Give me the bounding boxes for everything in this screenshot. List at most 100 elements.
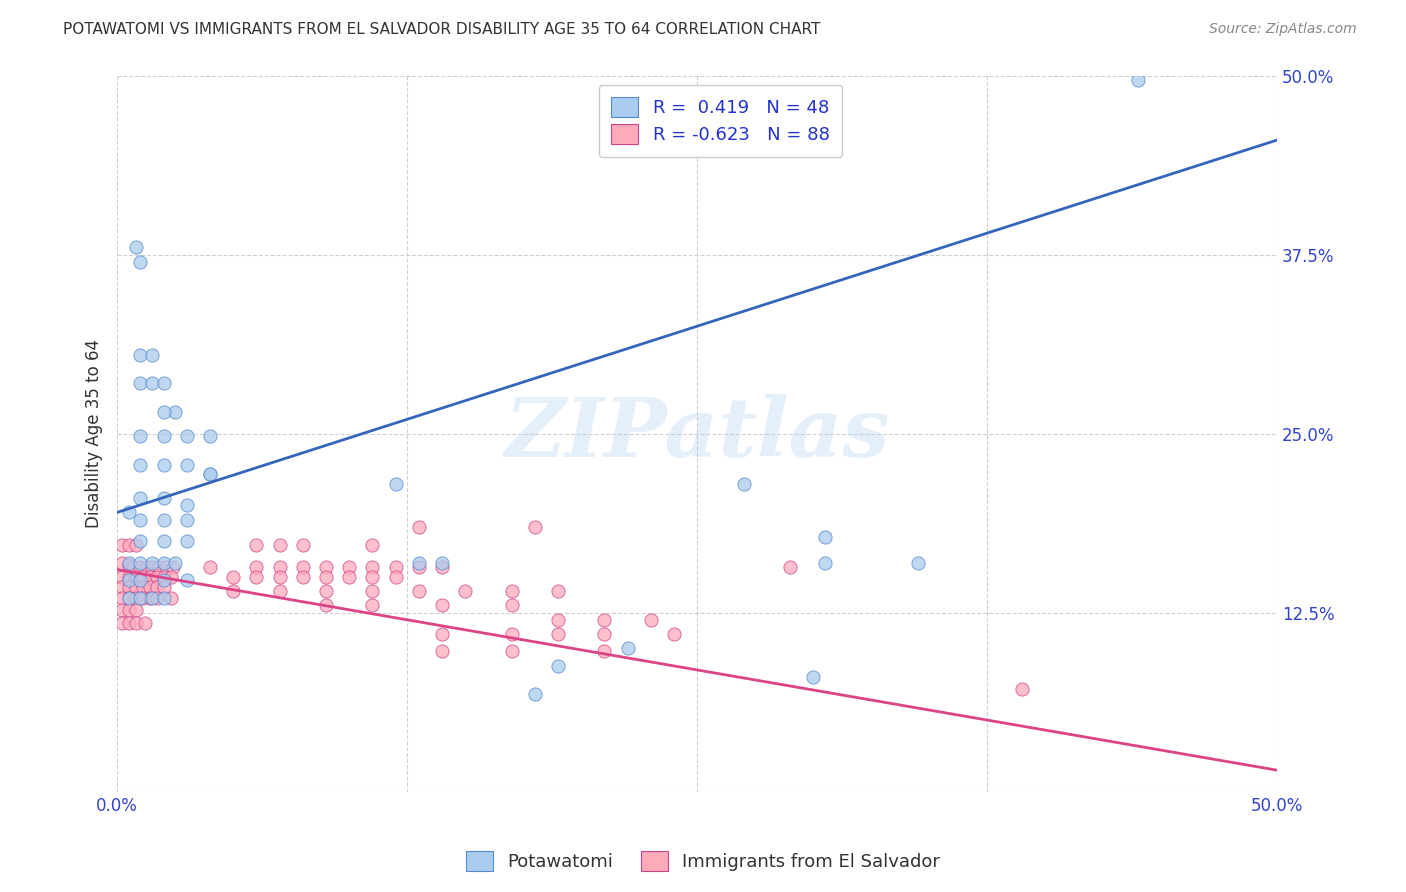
- Point: [141, 348, 163, 362]
- Point: [111, 580, 134, 594]
- Point: [315, 584, 337, 599]
- Point: [125, 591, 148, 606]
- Point: [138, 580, 160, 594]
- Point: [616, 641, 638, 656]
- Text: Source: ZipAtlas.com: Source: ZipAtlas.com: [1209, 22, 1357, 37]
- Point: [547, 658, 569, 673]
- Point: [145, 570, 167, 584]
- Point: [125, 240, 148, 254]
- Point: [501, 584, 523, 599]
- Point: [222, 584, 245, 599]
- Point: [152, 512, 174, 526]
- Point: [384, 476, 406, 491]
- Point: [141, 559, 163, 574]
- Point: [132, 591, 155, 606]
- Point: [111, 538, 134, 552]
- Point: [118, 603, 141, 617]
- Point: [145, 580, 167, 594]
- Point: [148, 559, 170, 574]
- Point: [408, 519, 430, 533]
- Point: [118, 556, 141, 570]
- Point: [454, 584, 477, 599]
- Point: [152, 458, 174, 472]
- Point: [198, 467, 221, 481]
- Point: [501, 627, 523, 641]
- Point: [662, 627, 685, 641]
- Point: [315, 570, 337, 584]
- Point: [162, 559, 184, 574]
- Point: [152, 405, 174, 419]
- Point: [269, 584, 291, 599]
- Point: [136, 559, 159, 574]
- Point: [118, 591, 141, 606]
- Point: [337, 570, 360, 584]
- Point: [125, 580, 148, 594]
- Point: [779, 559, 801, 574]
- Point: [523, 687, 546, 701]
- Point: [1126, 72, 1149, 87]
- Text: POTAWATOMI VS IMMIGRANTS FROM EL SALVADOR DISABILITY AGE 35 TO 64 CORRELATION CH: POTAWATOMI VS IMMIGRANTS FROM EL SALVADO…: [63, 22, 821, 37]
- Point: [245, 570, 267, 584]
- Point: [733, 476, 755, 491]
- Point: [176, 534, 198, 549]
- Point: [430, 599, 453, 613]
- Point: [141, 376, 163, 391]
- Point: [118, 538, 141, 552]
- Point: [501, 644, 523, 658]
- Point: [145, 591, 167, 606]
- Point: [118, 615, 141, 630]
- Point: [152, 580, 174, 594]
- Point: [152, 573, 174, 587]
- Point: [640, 613, 662, 627]
- Point: [291, 538, 314, 552]
- Point: [138, 570, 160, 584]
- Point: [361, 584, 384, 599]
- Point: [132, 580, 155, 594]
- Point: [547, 584, 569, 599]
- Point: [132, 570, 155, 584]
- Point: [111, 615, 134, 630]
- Point: [159, 570, 181, 584]
- Point: [118, 570, 141, 584]
- Point: [430, 644, 453, 658]
- Point: [408, 584, 430, 599]
- Point: [122, 559, 145, 574]
- Point: [814, 530, 837, 544]
- Point: [801, 670, 824, 684]
- Point: [501, 599, 523, 613]
- Point: [384, 559, 406, 574]
- Point: [152, 429, 174, 443]
- Point: [129, 559, 152, 574]
- Point: [125, 615, 148, 630]
- Point: [152, 556, 174, 570]
- Point: [159, 591, 181, 606]
- Point: [129, 348, 152, 362]
- Point: [118, 591, 141, 606]
- Point: [176, 458, 198, 472]
- Point: [176, 498, 198, 512]
- Point: [361, 570, 384, 584]
- Point: [152, 570, 174, 584]
- Point: [138, 591, 160, 606]
- Point: [814, 556, 837, 570]
- Point: [593, 613, 616, 627]
- Point: [593, 627, 616, 641]
- Point: [141, 591, 163, 606]
- Point: [165, 405, 187, 419]
- Point: [129, 458, 152, 472]
- Point: [430, 627, 453, 641]
- Point: [118, 573, 141, 587]
- Point: [384, 570, 406, 584]
- Point: [152, 534, 174, 549]
- Point: [907, 556, 929, 570]
- Point: [176, 573, 198, 587]
- Point: [129, 512, 152, 526]
- Point: [152, 491, 174, 505]
- Point: [408, 556, 430, 570]
- Point: [129, 573, 152, 587]
- Point: [129, 534, 152, 549]
- Point: [134, 615, 156, 630]
- Legend: R =  0.419   N = 48, R = -0.623   N = 88: R = 0.419 N = 48, R = -0.623 N = 88: [599, 85, 842, 157]
- Point: [245, 559, 267, 574]
- Point: [129, 254, 152, 268]
